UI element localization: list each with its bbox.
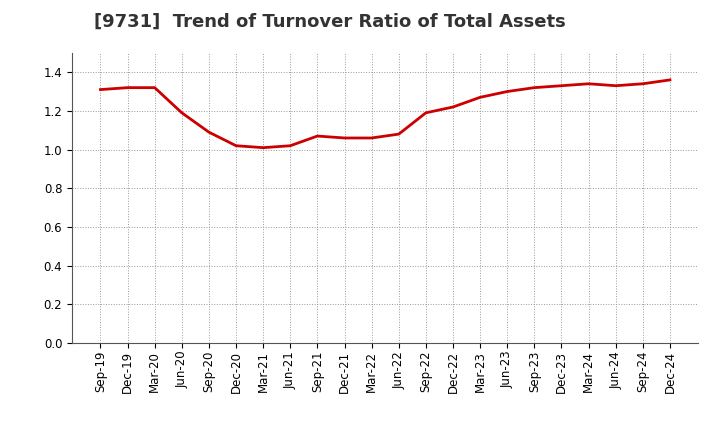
Text: [9731]  Trend of Turnover Ratio of Total Assets: [9731] Trend of Turnover Ratio of Total … [94, 13, 565, 31]
